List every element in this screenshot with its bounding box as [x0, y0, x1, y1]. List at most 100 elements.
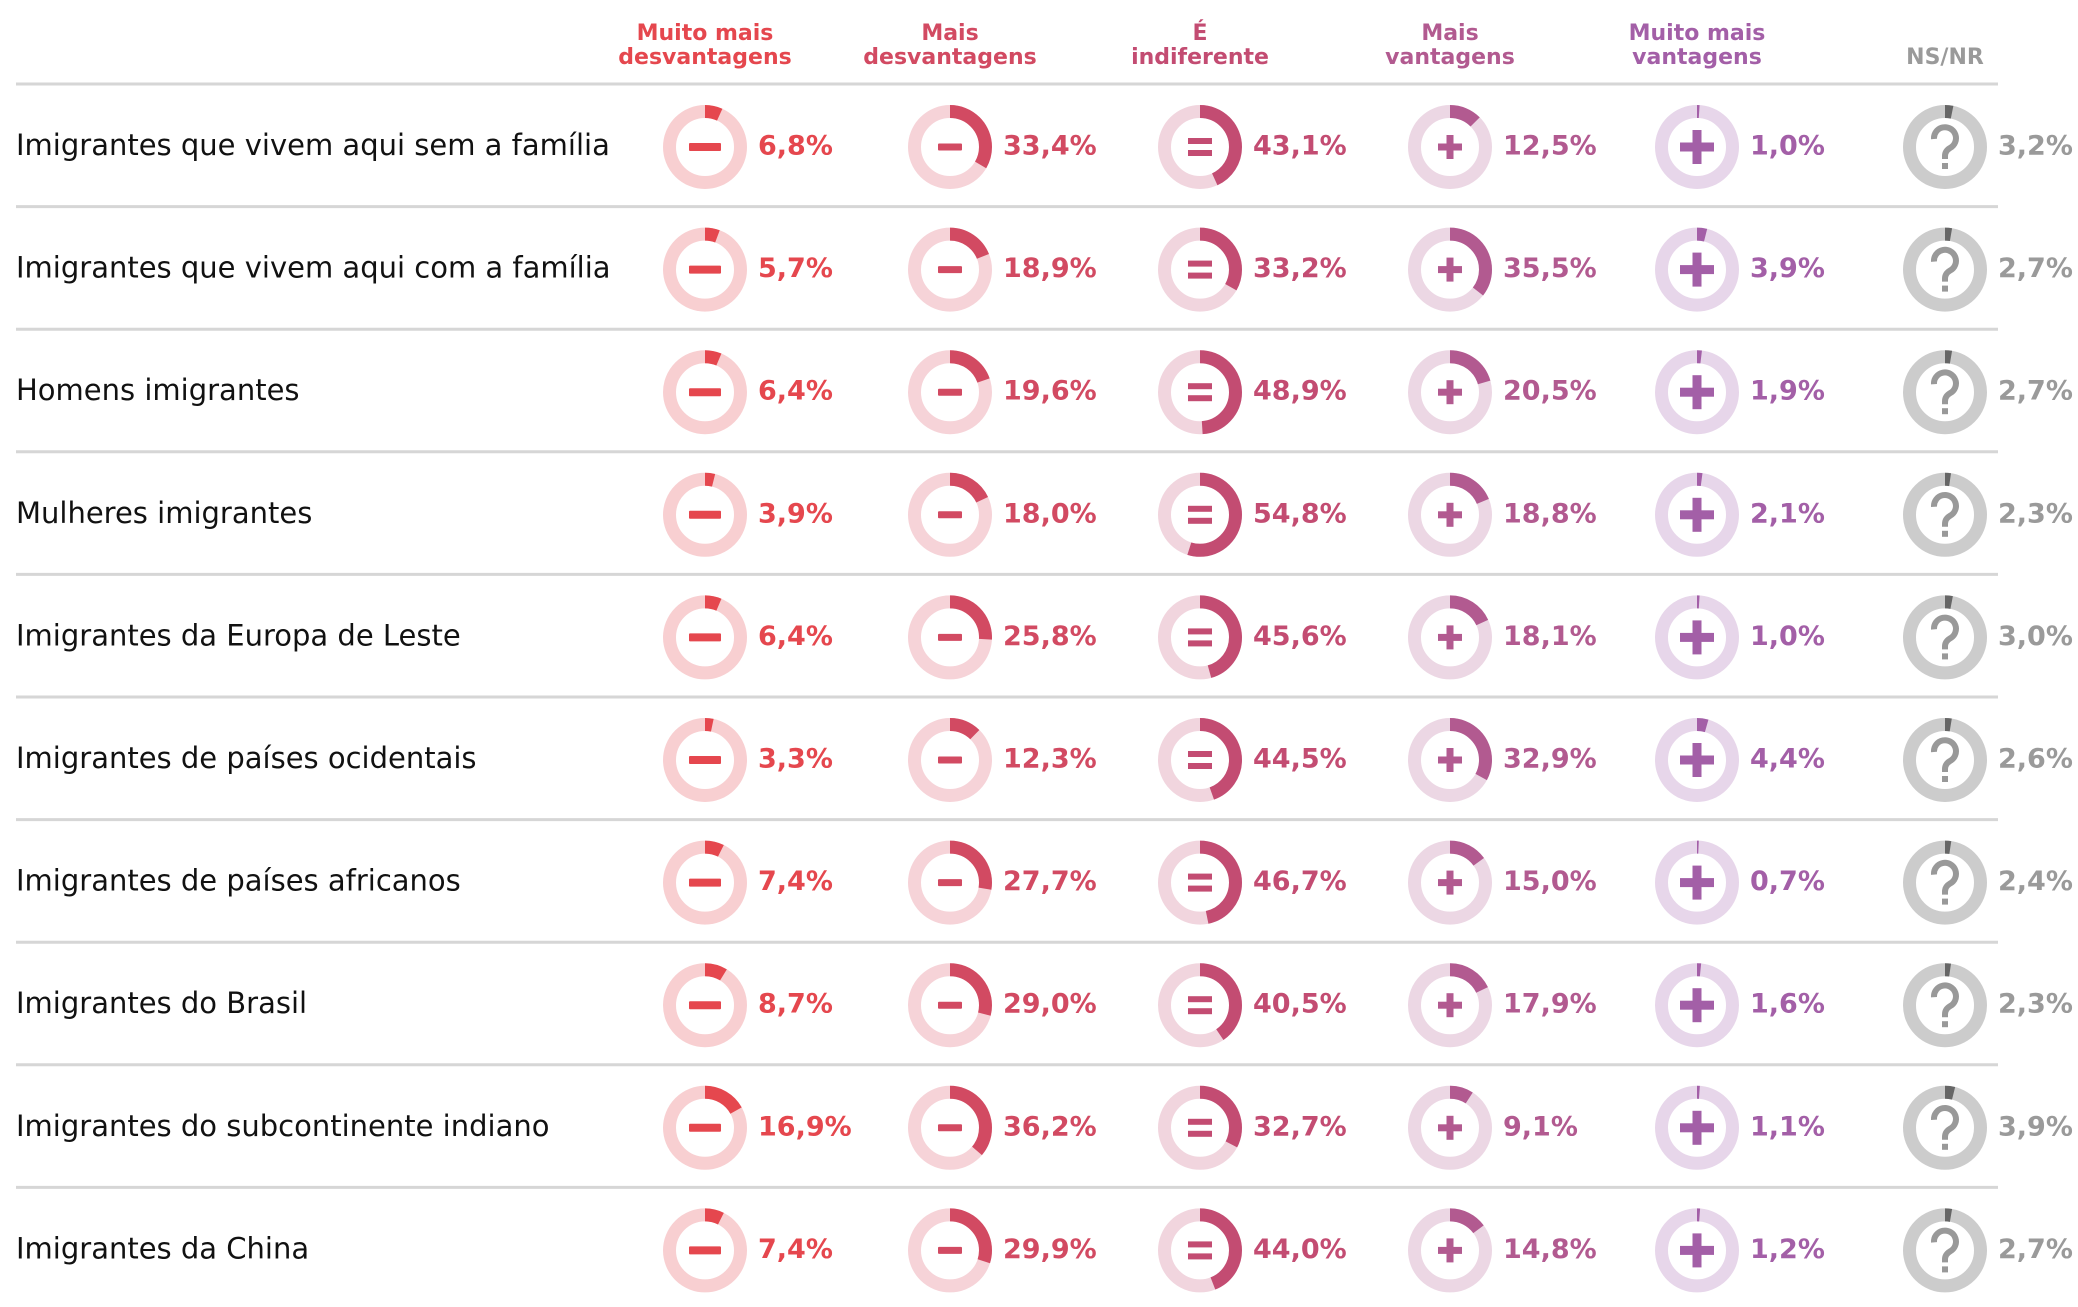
icon-bar [938, 1124, 962, 1132]
value-label: 9,1% [1503, 1111, 1578, 1142]
value-label: 45,6% [1253, 621, 1347, 652]
icon [1680, 1110, 1714, 1145]
donut-arc [1655, 963, 1739, 1048]
icon-dot [1942, 1143, 1948, 1150]
icon-dot [1942, 163, 1948, 169]
icon-bar [938, 879, 962, 887]
donut-arc [908, 595, 992, 680]
icon [1188, 873, 1212, 892]
icon-bar [1692, 375, 1702, 410]
icon [1931, 737, 1959, 782]
icon [1438, 748, 1462, 772]
donut-arc [908, 718, 992, 802]
icon [689, 143, 721, 151]
icon [938, 266, 962, 274]
icon [689, 1246, 721, 1255]
donut-track [1903, 350, 1987, 435]
icon-bar [1446, 625, 1454, 650]
icon-question [1931, 737, 1959, 772]
icon-bar [1692, 988, 1702, 1023]
icon-bar [689, 756, 721, 764]
icon-dot [1942, 1021, 1948, 1028]
icon-bar [938, 1001, 962, 1009]
icon [1931, 614, 1959, 660]
icon-bar [1446, 1238, 1454, 1263]
value-label: 44,5% [1253, 744, 1347, 775]
icon [1680, 497, 1714, 532]
value-label: 1,0% [1750, 621, 1825, 652]
donut-arc [1408, 472, 1492, 557]
icon [1438, 135, 1462, 159]
value-label: 6,4% [758, 621, 833, 652]
icon [689, 510, 721, 519]
value-label: 33,2% [1253, 253, 1347, 284]
value-label: 36,2% [1003, 1111, 1097, 1142]
donut-track [1903, 1208, 1987, 1293]
column-header: Mais vantagens [1385, 21, 1515, 70]
donut-arc [908, 227, 992, 312]
donut-track [1903, 595, 1987, 680]
icon-question [1931, 614, 1959, 650]
row-label: Homens imigrantes [16, 373, 300, 407]
donut-arc [663, 963, 747, 1048]
icon-bar [1188, 763, 1212, 769]
value-label: 18,1% [1503, 621, 1597, 652]
icon-bar [1188, 150, 1212, 156]
value-label: 29,0% [1003, 989, 1097, 1020]
icon-bar [1188, 1253, 1212, 1260]
value-label: 43,1% [1253, 131, 1347, 162]
icon [689, 388, 721, 397]
icon [689, 1123, 721, 1132]
donut-arc [1158, 718, 1242, 802]
donut-arc [1903, 105, 1987, 189]
icon-bar [1188, 1130, 1212, 1137]
icon [1438, 870, 1462, 895]
donut-track [1903, 718, 1987, 802]
donut-track [1903, 105, 1987, 189]
icon [938, 1246, 962, 1254]
donut-arc [663, 1208, 747, 1293]
donut-arc [663, 105, 747, 189]
value-label: 1,6% [1750, 989, 1825, 1020]
value-label: 1,1% [1750, 1111, 1825, 1142]
row-label: Imigrantes que vivem aqui com a família [16, 251, 611, 285]
icon [1188, 751, 1212, 769]
donut-track [1903, 840, 1987, 925]
icon-question [1931, 1227, 1959, 1263]
icon [1188, 383, 1212, 402]
value-label: 48,9% [1253, 376, 1347, 407]
icon [938, 511, 962, 519]
donut-arc [1158, 963, 1242, 1048]
icon [1680, 1233, 1714, 1268]
icon-bar [1188, 628, 1212, 635]
icon-dot [1942, 653, 1948, 660]
icon-bar [938, 633, 962, 641]
icon-bar [1692, 497, 1702, 532]
icon-bar [1692, 252, 1702, 287]
value-label: 12,3% [1003, 744, 1097, 775]
value-label: 25,8% [1003, 621, 1097, 652]
icon-bar [1188, 1241, 1212, 1248]
donut-arc [1903, 595, 1987, 680]
value-label: 12,5% [1503, 131, 1597, 162]
donut-arc [1903, 1085, 1987, 1170]
value-label: 1,0% [1750, 131, 1825, 162]
value-label: 2,7% [1998, 253, 2073, 284]
value-label: 54,8% [1253, 498, 1347, 529]
icon-bar [1446, 870, 1454, 895]
icon-bar [689, 388, 721, 397]
value-label: 18,0% [1003, 498, 1097, 529]
donut-arc [663, 718, 747, 802]
icon-question [1931, 246, 1959, 282]
icon [1931, 492, 1959, 537]
value-label: 2,3% [1998, 498, 2073, 529]
donut-arc [663, 840, 747, 925]
icon [689, 756, 721, 764]
donut-arc [663, 595, 747, 680]
value-label: 32,7% [1253, 1111, 1347, 1142]
icon-bar [938, 1246, 962, 1254]
donut-arc [1903, 963, 1987, 1048]
value-label: 2,7% [1998, 376, 2073, 407]
